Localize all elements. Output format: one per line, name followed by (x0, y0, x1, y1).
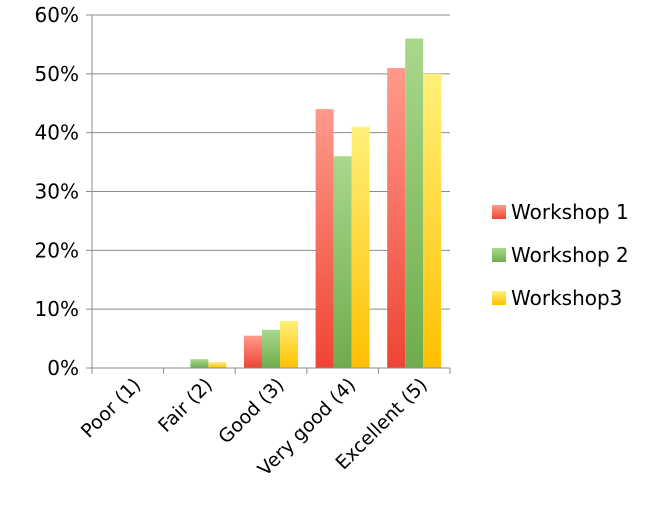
bar-workshop3-1 (208, 362, 227, 368)
x-tick-label: Fair (2) (154, 374, 217, 437)
y-tick-label: 50% (35, 62, 79, 86)
x-tick-label: Good (3) (214, 374, 288, 448)
bar-workshop-2-1 (190, 359, 209, 368)
legend-label: Workshop3 (511, 286, 622, 310)
legend-label: Workshop 2 (511, 243, 629, 267)
legend-swatch (492, 291, 506, 305)
bar-workshop-1-4 (387, 67, 406, 368)
y-tick-labels: 0% 10% 20% 30% 40% 50% 60% (35, 3, 79, 380)
legend-swatch (492, 205, 506, 219)
legend-label: Workshop 1 (511, 200, 629, 224)
y-tick-label: 20% (35, 238, 79, 262)
bar-workshop-2-3 (333, 156, 352, 368)
x-tick-label: Poor (1) (77, 374, 145, 442)
bar-workshop3-2 (280, 320, 298, 368)
bar-workshop-1-3 (315, 109, 334, 368)
legend-swatch (492, 248, 506, 262)
bar-workshop-2-2 (262, 329, 280, 368)
y-tick-label: 40% (35, 121, 79, 145)
bar-workshop-1-2 (244, 335, 262, 368)
legend: Workshop 1 Workshop 2 Workshop3 (492, 200, 629, 310)
bar-workshop-2-4 (405, 38, 424, 369)
y-tick-label: 10% (35, 297, 79, 321)
axes (86, 14, 451, 374)
bar-workshop3-3 (351, 126, 370, 369)
y-tick-label: 60% (35, 3, 79, 27)
bar-workshop3-4 (423, 73, 442, 368)
x-tick-labels: Poor (1) Fair (2)Good (3)Very good (4)Exc… (77, 374, 432, 481)
bars (190, 38, 442, 369)
y-tick-label: 30% (35, 180, 79, 204)
y-tick-label: 0% (47, 356, 79, 380)
